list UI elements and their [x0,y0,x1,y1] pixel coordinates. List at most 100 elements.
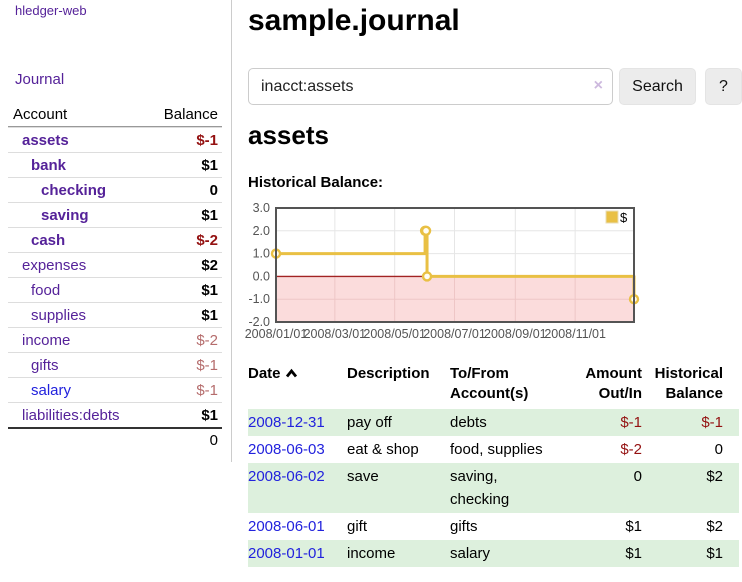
sidebar-account-income[interactable]: income [22,331,71,349]
accounts-column-header: Account [13,106,68,123]
accounts-header-line2: Account(s) [450,385,529,402]
sort-ascending-icon [285,364,298,384]
column-header-description: Description [347,365,430,382]
transaction-accounts: food, supplies [450,441,543,458]
amount-header-line2: Out/In [598,385,642,402]
sidebar: hledger-web Journal Account Balance asse… [0,0,232,462]
account-balance: $-2 [196,331,218,349]
account-balance: 0 [209,181,218,199]
table-row: 2008-06-01 gift gifts $1 $2 [248,513,739,540]
table-row: 2008-01-01 income salary $1 $1 [248,540,739,567]
svg-text:-1.0: -1.0 [248,292,270,306]
transaction-description: eat & shop [347,441,419,458]
sidebar-account-cash[interactable]: cash [31,231,66,249]
sidebar-account-food[interactable]: food [31,281,61,299]
search-form: × Search ? [248,68,742,105]
sidebar-account-liabilities-debts[interactable]: liabilities:debts [22,406,120,424]
accounts-panel: Account Balance assets $-1 bank $1 check… [8,103,222,452]
search-button[interactable]: Search [619,68,696,105]
accounts-total-balance: 0 [209,432,218,449]
transaction-amount: $1 [625,545,642,562]
table-row: 2008-06-02 save saving, checking 0 $2 [248,463,739,513]
transaction-amount: 0 [633,468,642,485]
transaction-amount: $-2 [620,441,642,458]
account-row: checking 0 [8,177,222,202]
account-balance: $1 [201,406,218,424]
account-heading: assets [248,120,329,150]
account-balance: $-2 [196,231,218,249]
column-header-date[interactable]: Date [248,362,347,409]
transaction-date-link[interactable]: 2008-06-01 [248,518,325,535]
svg-text:-2.0: -2.0 [248,315,270,329]
account-balance: $-1 [196,356,218,374]
account-row: expenses $2 [8,252,222,277]
column-header-balance: Historical Balance [642,362,739,409]
sidebar-account-assets[interactable]: assets [22,131,69,149]
account-row: bank $1 [8,152,222,177]
clear-search-icon[interactable]: × [593,77,603,94]
transaction-accounts: salary [450,545,491,562]
svg-text:$: $ [620,210,628,225]
transaction-description: save [347,468,379,485]
account-row: assets $-1 [8,127,222,152]
sidebar-account-gifts[interactable]: gifts [31,356,59,374]
svg-text:2008/05/01: 2008/05/01 [363,327,426,341]
historical-balance-chart: $3.0 2.0 1.0 0.0 -1.0 -2.02008/01/012008/03/0… [245,201,640,341]
transaction-description: gift [347,518,368,535]
transaction-date-link[interactable]: 2008-06-03 [248,441,325,458]
transaction-accounts: saving, checking [450,468,510,508]
table-row: 2008-12-31 pay off debts $-1 $-1 [248,409,739,436]
sidebar-account-supplies[interactable]: supplies [31,306,87,324]
transaction-date-link[interactable]: 2008-12-31 [248,414,325,431]
table-row: 2008-06-03 eat & shop food, supplies $-2… [248,436,739,463]
account-row: salary $-1 [8,377,222,402]
chart-title: Historical Balance: [248,174,384,191]
sidebar-item-journal[interactable]: Journal [15,71,65,88]
register-table: Date Description To/From Account(s) Amou… [248,362,739,567]
brand-link[interactable]: hledger-web [15,3,87,18]
svg-text:2008/07/01: 2008/07/01 [423,327,486,341]
account-row: supplies $1 [8,302,222,327]
account-row: gifts $-1 [8,352,222,377]
transaction-accounts: debts [450,414,487,431]
account-row: income $-2 [8,327,222,352]
account-balance: $1 [201,306,218,324]
sidebar-account-bank[interactable]: bank [31,156,67,174]
transaction-balance: 0 [714,441,723,458]
transaction-balance: $1 [706,545,723,562]
search-input[interactable] [248,68,613,105]
transaction-balance: $2 [706,468,723,485]
transaction-balance: $2 [706,518,723,535]
account-balance: $1 [201,281,218,299]
account-row: food $1 [8,277,222,302]
svg-text:2008/09/01: 2008/09/01 [484,327,547,341]
svg-text:3.0: 3.0 [253,201,270,215]
account-row: saving $1 [8,202,222,227]
accounts-total-row: 0 [8,427,222,452]
sidebar-account-checking[interactable]: checking [41,181,107,199]
column-header-amount: Amount Out/In [550,362,642,409]
transaction-description: income [347,545,396,562]
main-content: sample.journal × Search ? assets Histori… [245,0,742,567]
transaction-date-link[interactable]: 2008-01-01 [248,545,325,562]
svg-text:2008/03/01: 2008/03/01 [304,327,367,341]
sidebar-account-salary[interactable]: salary [31,381,72,399]
help-button[interactable]: ? [705,68,742,105]
amount-header-line1: Amount [585,365,642,382]
account-row: liabilities:debts $1 [8,402,222,427]
transaction-date-link[interactable]: 2008-06-02 [248,468,325,485]
account-balance: $-1 [196,131,218,149]
balance-header-line1: Historical [654,365,723,382]
accounts-header-row: Account Balance [8,103,222,127]
svg-text:2008/11/01: 2008/11/01 [544,327,606,341]
balance-header-line2: Balance [665,385,723,402]
account-balance: $2 [201,256,218,274]
sidebar-account-saving[interactable]: saving [41,206,89,224]
transaction-amount: $1 [625,518,642,535]
column-header-accounts: To/From Account(s) [450,362,550,409]
svg-text:0.0: 0.0 [253,269,270,283]
search-input-wrap: × [248,68,613,105]
balance-column-header: Balance [163,106,218,123]
sidebar-account-expenses[interactable]: expenses [22,256,87,274]
svg-text:1.0: 1.0 [253,247,270,261]
